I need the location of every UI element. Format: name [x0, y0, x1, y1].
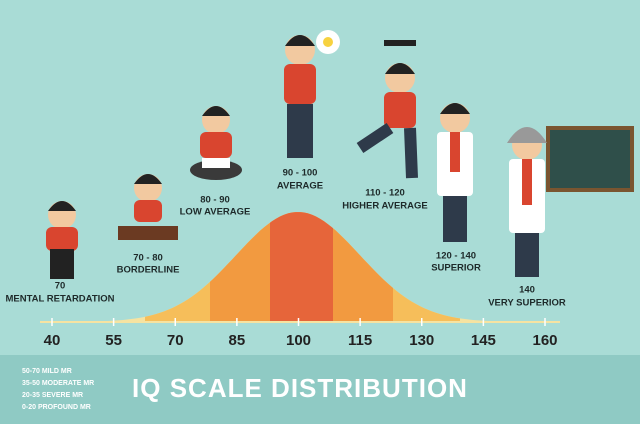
- group-label: HIGHER AVERAGE: [342, 201, 428, 212]
- group-labels: 70 MENTAL RETARDATION 70 - 80 BORDERLINE…: [5, 168, 565, 309]
- group-label: BORDERLINE: [117, 265, 180, 276]
- tick-label: 130: [409, 332, 434, 349]
- legend: 50-70 MILD MR 35-50 MODERATE MR 20-35 SE…: [22, 368, 94, 411]
- tick-label: 70: [167, 332, 184, 349]
- footer-band: [0, 355, 640, 424]
- legend-item: 50-70 MILD MR: [22, 368, 72, 375]
- axis-ticks: 40 55 70 85 100 115 130 145 160: [44, 318, 558, 349]
- blackboard: [546, 126, 634, 192]
- tick-label: 160: [532, 332, 557, 349]
- group-label: MENTAL RETARDATION: [5, 294, 114, 305]
- group-range: 120 - 140: [436, 251, 476, 262]
- tick-label: 85: [229, 332, 246, 349]
- group-label: VERY SUPERIOR: [488, 298, 566, 309]
- group-range: 140: [519, 285, 535, 296]
- tick-label: 115: [348, 332, 372, 349]
- legend-item: 35-50 MODERATE MR: [22, 380, 94, 387]
- legend-item: 20-35 SEVERE MR: [22, 392, 83, 399]
- figures: [46, 30, 634, 279]
- legend-item: 0-20 PROFOUND MR: [22, 404, 91, 411]
- group-label: LOW AVERAGE: [180, 207, 251, 218]
- tick-label: 100: [286, 332, 311, 349]
- group-range: 80 - 90: [200, 195, 230, 206]
- group-range: 70 - 80: [133, 253, 163, 264]
- tick-label: 40: [44, 332, 61, 349]
- title: IQ SCALE DISTRIBUTION: [132, 373, 468, 403]
- tick-label: 55: [105, 332, 122, 349]
- group-label: AVERAGE: [277, 181, 323, 192]
- group-range: 70: [55, 281, 66, 292]
- group-label: SUPERIOR: [431, 263, 481, 274]
- group-range: 90 - 100: [283, 168, 318, 179]
- tick-label: 145: [471, 332, 496, 349]
- group-range: 110 - 120: [365, 188, 405, 199]
